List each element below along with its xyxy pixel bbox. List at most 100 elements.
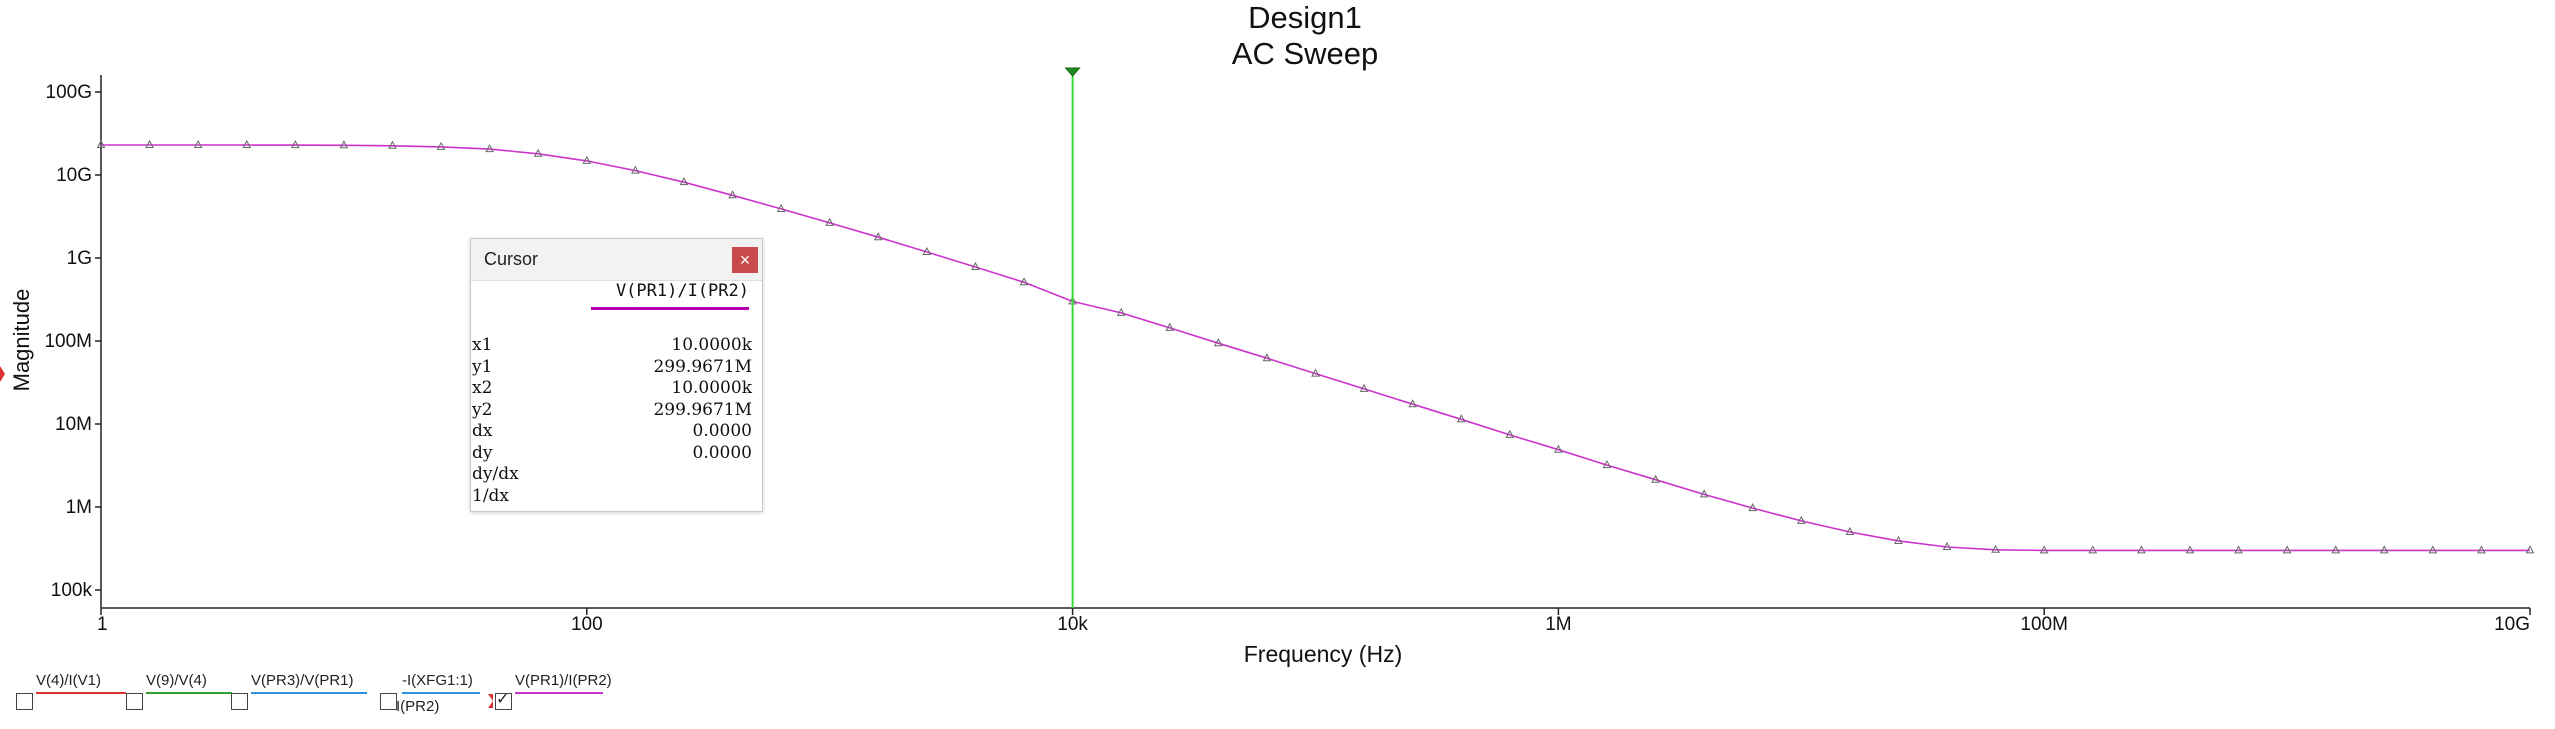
y-tick-label: 100M: [44, 331, 92, 352]
axis-ticks: 1 100 10k 1M 100M 10G 100k 1M 10M 100M 1G 10G 100G: [44, 82, 2531, 635]
data-point: [533, 148, 543, 157]
legend-label: -I(XFG1:1): [402, 672, 473, 689]
x-tick-label: 1M: [1545, 614, 1571, 635]
cursor-row: dy 0.0000: [471, 443, 752, 465]
active-marker-icon: [488, 694, 493, 708]
cursor-row-value: 10.0000k: [671, 335, 752, 355]
legend-label: V(PR1)/I(PR2): [515, 672, 612, 689]
cursor-column-header: V(PR1)/I(PR2): [615, 281, 749, 301]
data-point: [290, 140, 300, 149]
data-point: [193, 139, 203, 148]
cursor-row-label: 1/dx: [472, 485, 510, 506]
data-point: [1602, 460, 1612, 469]
data-point: [2428, 545, 2438, 554]
data-point: [1991, 544, 2000, 553]
cursor-window[interactable]: Cursor × V(PR1)/I(PR2) x1 10.0000k y1 299.9…: [470, 238, 763, 512]
data-point: [2039, 545, 2049, 554]
data-point: [1894, 535, 1903, 544]
data-point: [388, 140, 397, 149]
cursor-window-titlebar[interactable]: Cursor ×: [471, 239, 762, 281]
data-point: [2185, 545, 2195, 554]
chart-title: Design1: [1248, 0, 1362, 35]
legend-checkbox[interactable]: [231, 693, 248, 710]
data-point: [631, 165, 640, 174]
y-tick-label: 100G: [46, 82, 92, 103]
data-point: [1019, 277, 1029, 286]
legend-swatch: [36, 692, 126, 694]
cursor-group[interactable]: [1064, 67, 1081, 608]
x-axis-label: Frequency (Hz): [1244, 641, 1402, 667]
cursor-row-value: 0.0000: [692, 421, 752, 441]
data-point: [971, 261, 980, 270]
data-point: [679, 177, 689, 186]
legend-label-2: I(PR2): [396, 698, 440, 715]
series-line: [101, 144, 2530, 552]
data-point: [825, 217, 835, 226]
data-point: [1748, 503, 1758, 512]
x-tick-label: 10G: [2494, 614, 2530, 635]
data-point: [1165, 322, 1175, 331]
data-point: [485, 144, 494, 153]
data-point: [1262, 353, 1272, 362]
y-axis-marker: [0, 366, 5, 382]
cursor-handle-icon[interactable]: [1064, 67, 1081, 77]
y-tick-label: 100k: [51, 580, 93, 601]
y-tick-label: 1M: [66, 497, 92, 518]
y-axis-label: Magnitude: [9, 289, 34, 392]
data-point: [1796, 515, 1806, 524]
data-point: [922, 246, 932, 256]
cursor-row: dx 0.0000: [471, 421, 752, 443]
data-point: [96, 139, 106, 148]
data-point: [1699, 489, 1709, 498]
cursor-row-label: y1: [472, 356, 493, 377]
data-point: [2477, 545, 2486, 554]
data-point: [728, 190, 737, 199]
legend-checkbox[interactable]: ✓: [495, 692, 512, 710]
data-point: [1214, 338, 1223, 347]
data-point: [1311, 368, 1320, 377]
data-point: [1505, 429, 1515, 438]
data-point: [2137, 545, 2146, 554]
legend-label: V(PR3)/V(PR1): [251, 672, 354, 689]
legend-checkbox[interactable]: [126, 693, 143, 710]
close-button[interactable]: ×: [732, 247, 758, 273]
legend-swatch: [251, 692, 367, 694]
data-point: [242, 139, 252, 149]
cursor-row-label: x2: [472, 378, 493, 398]
cursor-row: x2 10.0000k: [471, 378, 752, 400]
data-point: [2088, 545, 2098, 554]
legend-swatch: [402, 692, 480, 694]
close-icon: ×: [739, 250, 751, 270]
cursor-window-title: Cursor: [484, 249, 539, 269]
data-point: [1942, 541, 1952, 550]
cursor-row: y2 299.9671M: [471, 400, 752, 422]
data-point: [145, 139, 154, 148]
data-point: [582, 155, 592, 164]
data-point: [339, 140, 349, 149]
data-point: [436, 141, 446, 150]
x-tick-label: 1: [97, 614, 108, 635]
data-point: [2525, 545, 2535, 554]
data-point: [2282, 545, 2292, 554]
cursor-row-value: 299.9671M: [653, 399, 752, 420]
data-point: [1845, 526, 1855, 535]
series-group: [96, 139, 2535, 554]
data-point: [1456, 414, 1466, 423]
cursor-row-label: x1: [472, 335, 493, 355]
legend-label: V(4)/I(V1): [36, 672, 102, 689]
legend-checkbox[interactable]: [380, 693, 397, 710]
x-tick-label: 10k: [1057, 614, 1088, 635]
y-tick-label: 10G: [56, 165, 92, 186]
data-point: [2379, 545, 2389, 554]
data-point: [1359, 383, 1369, 392]
legend-label: V(9)/V(4): [146, 672, 207, 689]
cursor-row-label: dy: [472, 442, 493, 463]
cursor-row-value: 299.9671M: [653, 356, 752, 377]
cursor-row: 1/dx: [471, 486, 752, 508]
data-point: [1116, 307, 1126, 316]
data-point: [873, 232, 883, 241]
legend-checkbox[interactable]: [16, 693, 33, 710]
x-tick-label: 100M: [2020, 614, 2068, 635]
cursor-row-value: 10.0000k: [671, 378, 752, 398]
